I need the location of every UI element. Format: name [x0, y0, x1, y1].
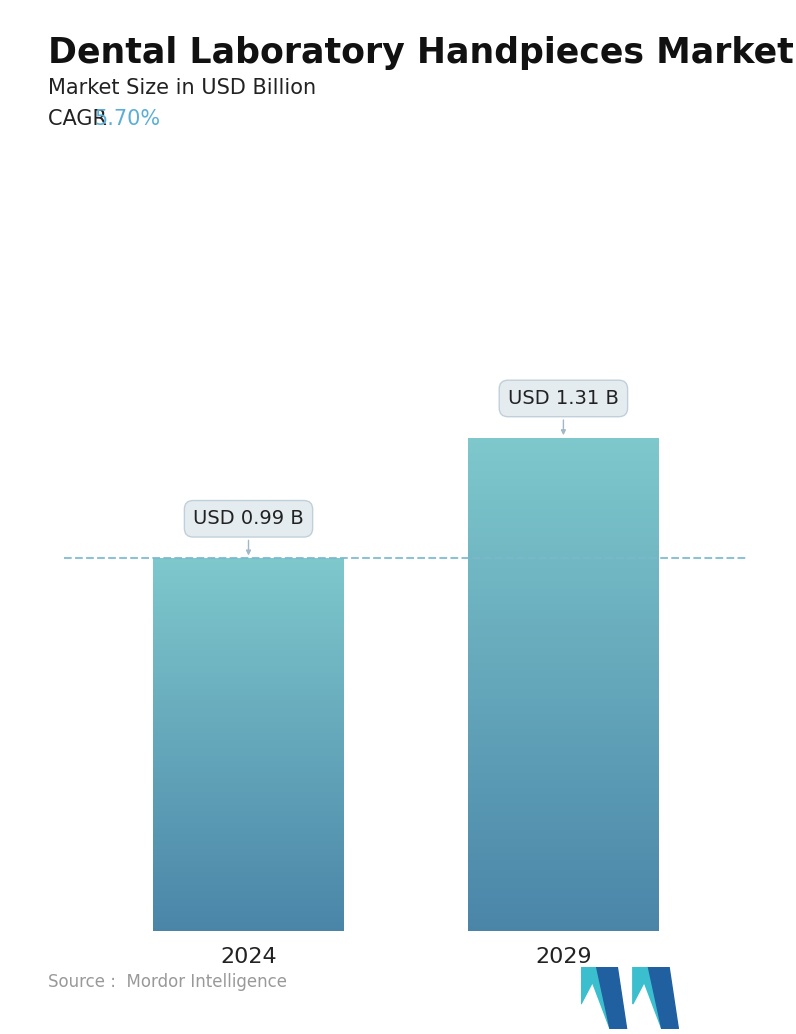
Text: Dental Laboratory Handpieces Market: Dental Laboratory Handpieces Market [48, 36, 794, 70]
Polygon shape [581, 967, 626, 1029]
Polygon shape [633, 967, 678, 1029]
Text: CAGR: CAGR [48, 109, 113, 128]
Text: Market Size in USD Billion: Market Size in USD Billion [48, 78, 316, 97]
Polygon shape [648, 967, 678, 1029]
Text: 5.70%: 5.70% [94, 109, 160, 128]
Text: Source :  Mordor Intelligence: Source : Mordor Intelligence [48, 973, 287, 991]
Text: USD 0.99 B: USD 0.99 B [193, 510, 304, 554]
Text: USD 1.31 B: USD 1.31 B [508, 389, 618, 433]
Polygon shape [597, 967, 626, 1029]
